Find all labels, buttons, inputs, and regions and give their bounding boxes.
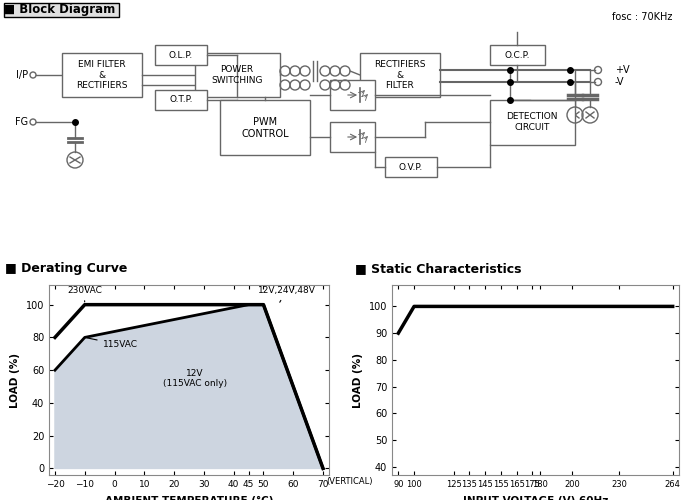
Text: +V: +V: [615, 65, 629, 75]
Bar: [195, 53, 280, 97]
Bar: [220, 100, 310, 155]
Text: 12V,24V,48V: 12V,24V,48V: [258, 286, 316, 302]
Y-axis label: LOAD (%): LOAD (%): [10, 352, 20, 408]
Text: fosc : 70KHz: fosc : 70KHz: [612, 12, 672, 22]
Text: POWER
SWITCHING: POWER SWITCHING: [211, 66, 262, 84]
Text: 230VAC: 230VAC: [67, 286, 102, 302]
Text: RECTIFIERS
&
FILTER: RECTIFIERS & FILTER: [374, 60, 426, 90]
Text: -V: -V: [615, 77, 624, 87]
Y-axis label: LOAD (%): LOAD (%): [354, 352, 363, 408]
Text: O.V.P.: O.V.P.: [399, 162, 423, 172]
Bar: [155, 90, 207, 110]
Text: ■ Block Diagram: ■ Block Diagram: [4, 4, 116, 16]
Polygon shape: [55, 304, 323, 468]
Text: O.C.P.: O.C.P.: [504, 50, 530, 59]
Text: FG: FG: [15, 117, 28, 127]
Bar: [330, 80, 375, 110]
Text: EMI FILTER
&
RECTIFIERS: EMI FILTER & RECTIFIERS: [76, 60, 127, 90]
Text: O.T.P.: O.T.P.: [169, 96, 193, 104]
Bar: [330, 122, 375, 152]
Bar: [490, 45, 545, 65]
Text: ■ Static Characteristics: ■ Static Characteristics: [355, 262, 522, 275]
Text: ■ Derating Curve: ■ Derating Curve: [5, 262, 127, 275]
Text: 115VAC: 115VAC: [88, 338, 138, 349]
Text: I/P: I/P: [16, 70, 28, 80]
Bar: [360, 53, 440, 97]
Text: (VERTICAL): (VERTICAL): [326, 476, 372, 486]
Bar: [62, 53, 142, 97]
Bar: [490, 100, 575, 145]
Text: O.L.P.: O.L.P.: [169, 50, 193, 59]
X-axis label: INPUT VOLTAGE (V) 60Hz: INPUT VOLTAGE (V) 60Hz: [463, 496, 608, 500]
Text: PWM
CONTROL: PWM CONTROL: [241, 117, 289, 139]
Bar: [385, 157, 437, 177]
Text: DETECTION
CIRCUIT: DETECTION CIRCUIT: [506, 112, 558, 132]
Text: 12V
(115VAC only): 12V (115VAC only): [163, 368, 227, 388]
Bar: [4, 3, 119, 17]
X-axis label: AMBIENT TEMPERATURE (°C): AMBIENT TEMPERATURE (°C): [105, 496, 273, 500]
Bar: [155, 45, 207, 65]
